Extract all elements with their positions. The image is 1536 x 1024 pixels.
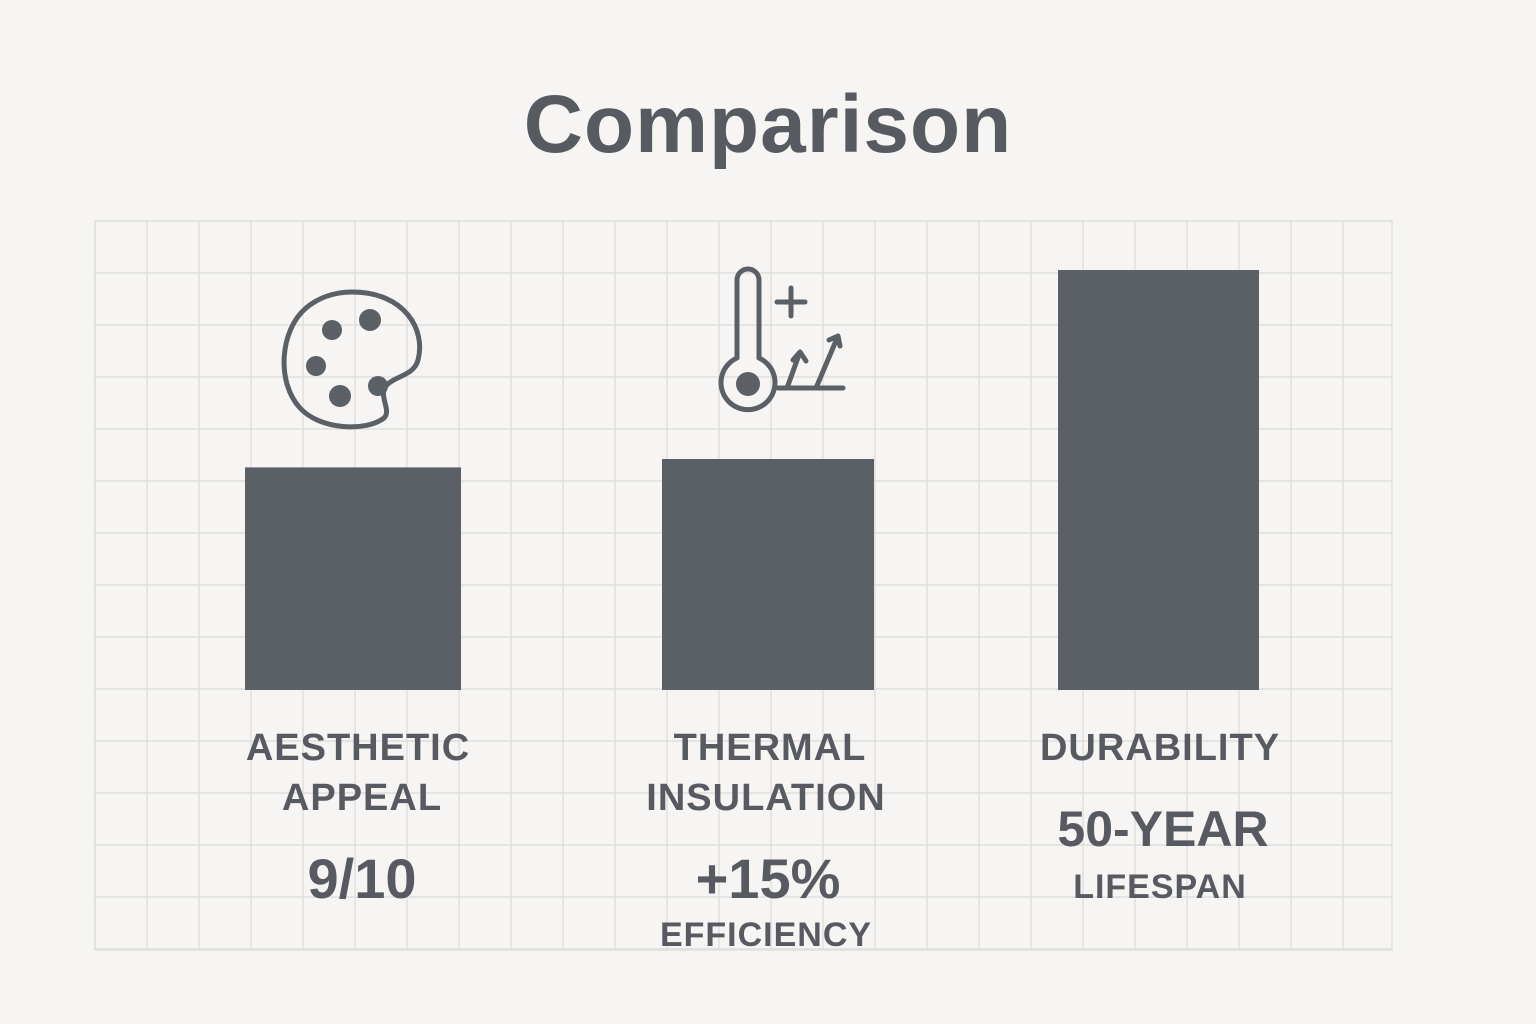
bar-thermal-insulation — [662, 459, 874, 690]
bar-aesthetic-appeal — [245, 467, 461, 690]
value-label-durability: 50-YEAR — [1057, 801, 1268, 857]
value-sublabel-durability: LIFESPAN — [1073, 868, 1247, 906]
chart-title: Comparison — [523, 79, 1013, 170]
bars-group — [245, 270, 1259, 690]
category-label-aesthetic-line1: AESTHETIC — [246, 727, 470, 769]
category-label-durability: DURABILITY — [1040, 727, 1280, 769]
thermometer-efficiency-icon — [718, 266, 846, 413]
grid-border — [94, 220, 1393, 951]
value-label-aesthetic: 9/10 — [308, 847, 417, 910]
category-label-thermal-line1: THERMAL — [674, 727, 867, 769]
palette-icon — [281, 289, 423, 430]
value-sublabel-thermal: EFFICIENCY — [660, 916, 872, 954]
value-label-thermal: +15% — [696, 847, 841, 910]
category-label-aesthetic-line2: APPEAL — [282, 777, 442, 819]
bar-durability — [1058, 270, 1259, 690]
category-label-thermal-line2: INSULATION — [646, 777, 885, 819]
